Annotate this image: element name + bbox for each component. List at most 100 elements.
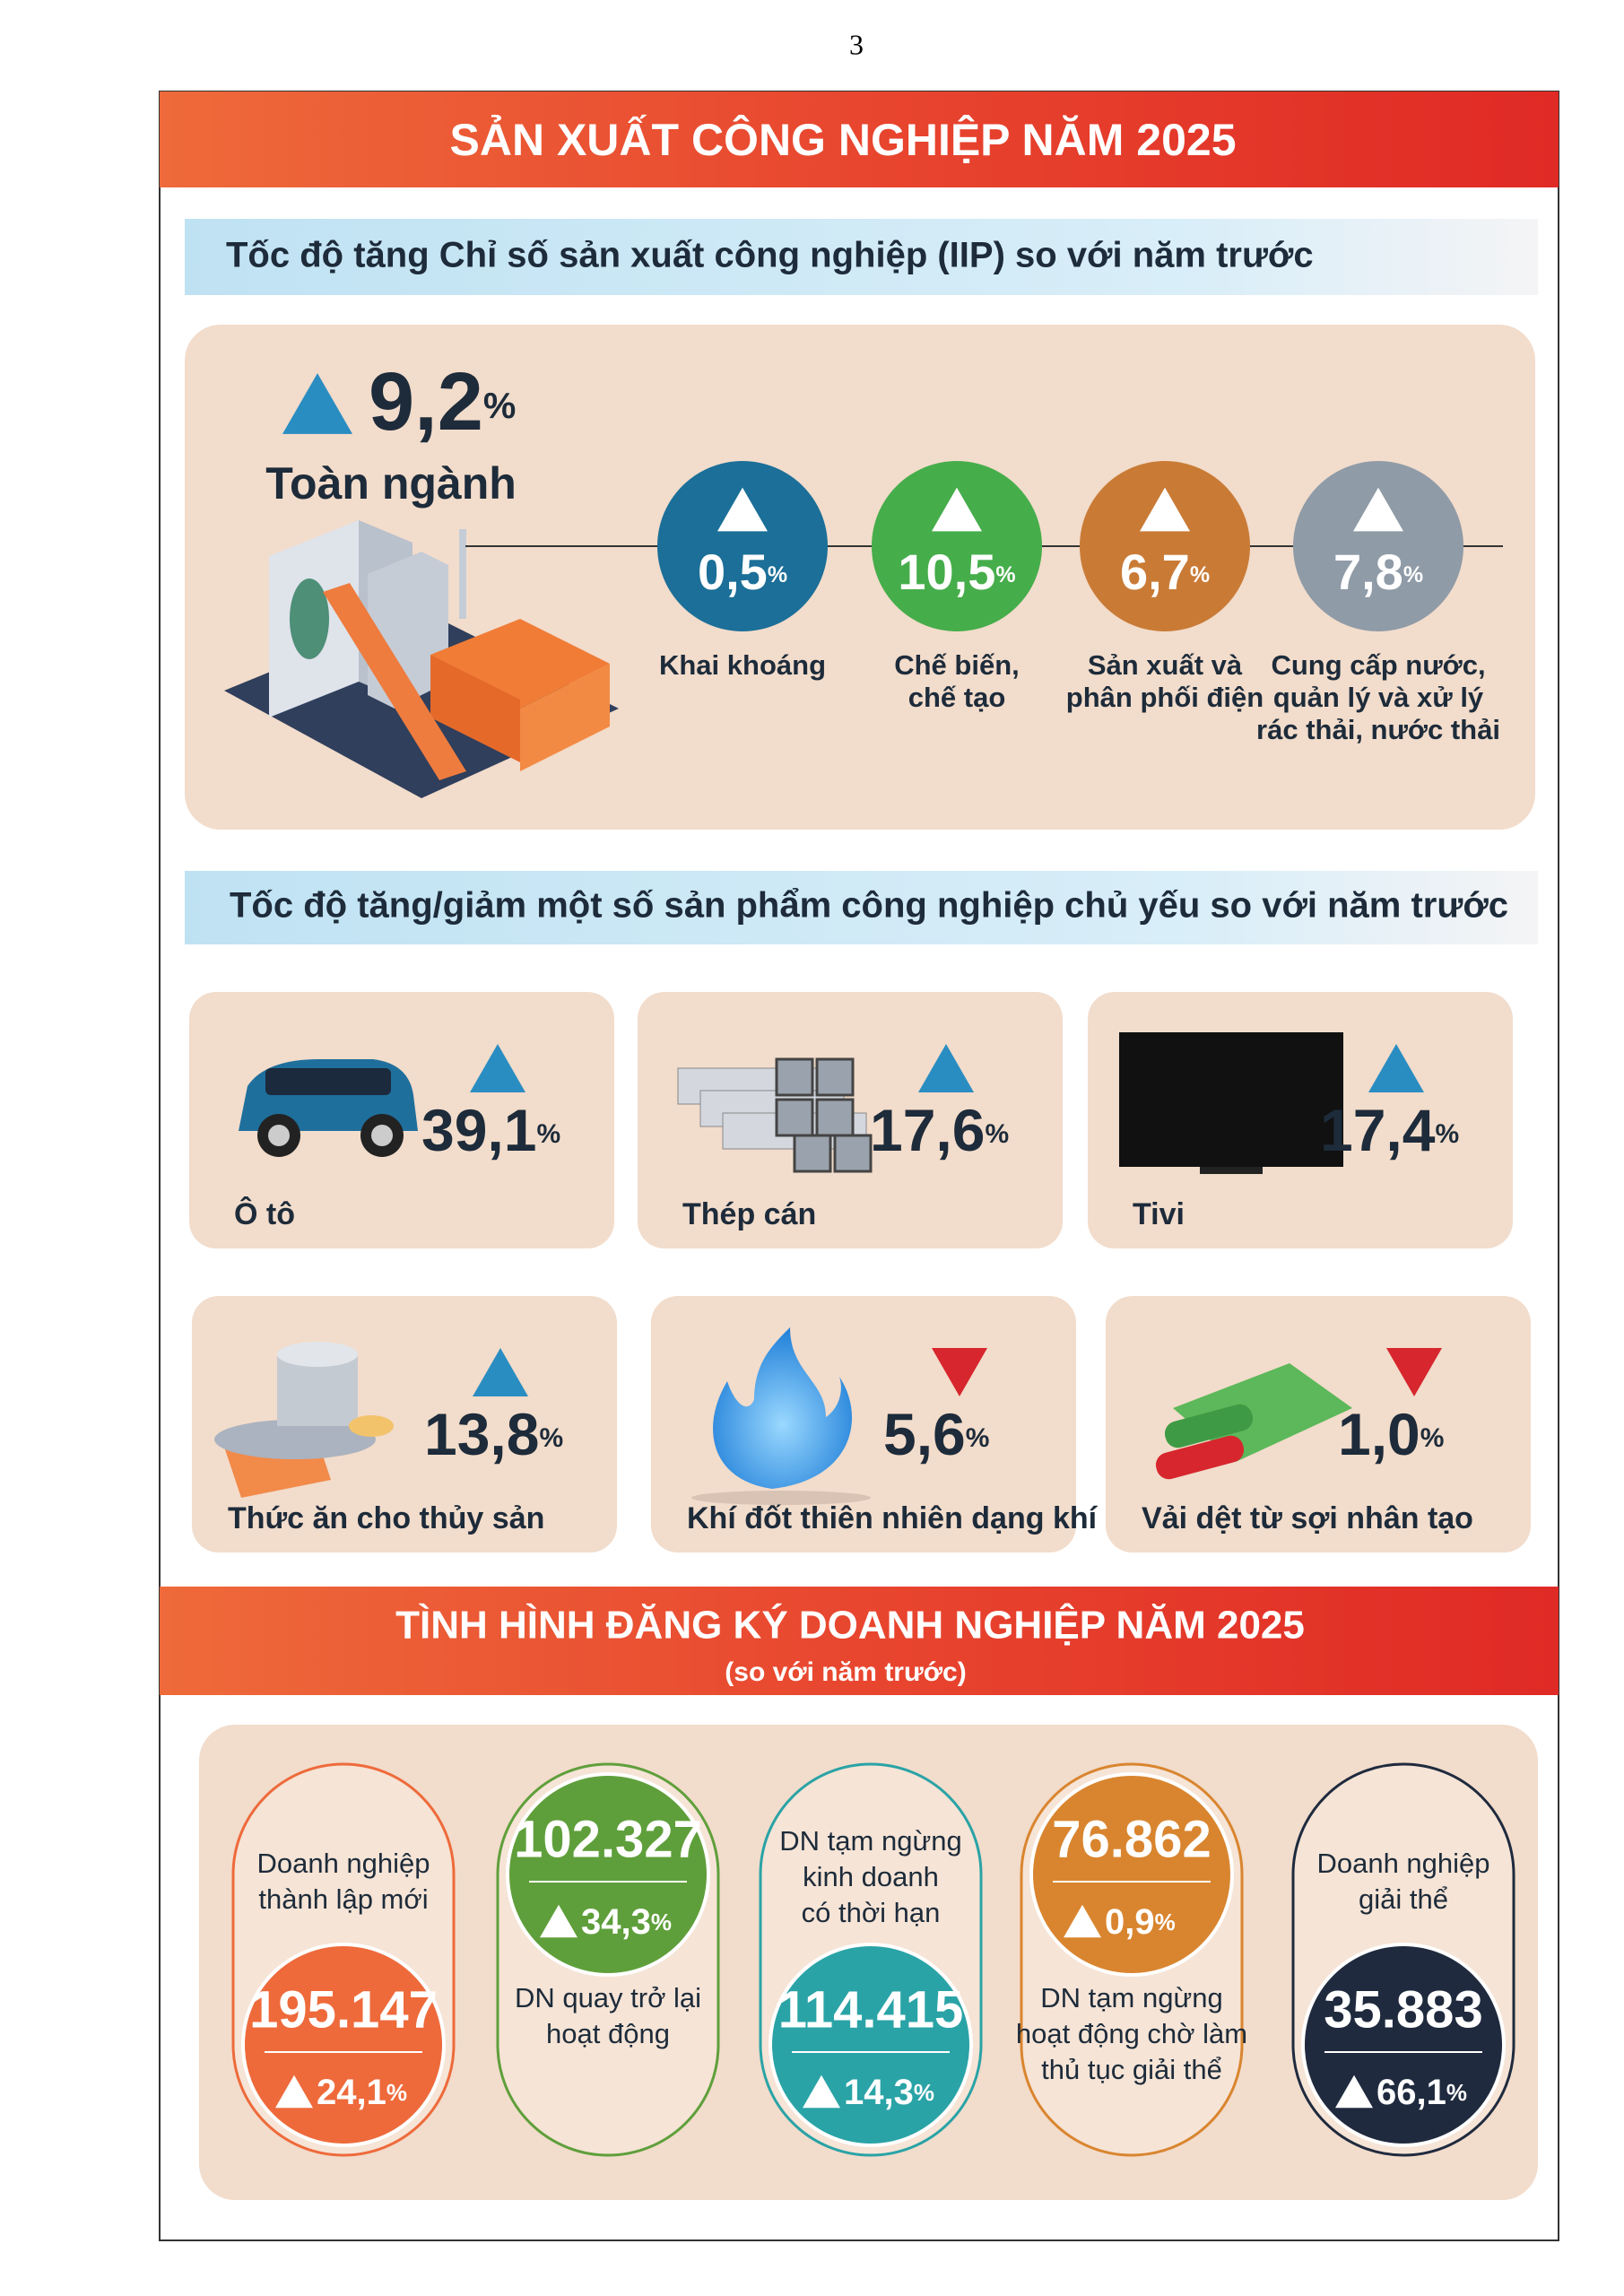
iip-subtitle: Tốc độ tăng Chỉ số sản xuất công nghiệp … [226,236,1314,275]
unit: % [995,562,1015,587]
business-change: 66,1% [1376,2073,1467,2112]
value: 34,3 [581,1902,651,1942]
product-value: 17,6% [870,1097,1009,1163]
sector-label: quản lý và xử lý [1273,682,1484,713]
business-label: hoạt động chờ làm [1016,2018,1247,2049]
value: 6,7 [1120,544,1190,600]
sector-value: 7,8% [1333,544,1423,600]
unit: % [1190,562,1210,587]
business-label: hoạt động [546,2018,670,2049]
subtitle-band [185,871,1538,944]
unit: % [386,2079,407,2106]
business-count: 76.862 [1052,1810,1211,1868]
sector-label: Sản xuất và [1088,649,1243,681]
business-label: kinh doanh [803,1861,939,1892]
product-value: 5,6% [883,1401,989,1467]
value: 0,5 [698,544,768,600]
value: 7,8 [1333,544,1403,600]
business-count: 35.883 [1324,1980,1482,2039]
business-circle [769,1943,973,2147]
product-value: 39,1% [421,1097,560,1163]
sector-label: Khai khoáng [659,649,826,681]
product-icon [691,1327,871,1505]
business-count: 102.327 [514,1810,702,1868]
overall-label: Toàn ngành [265,458,517,509]
product-label: Tivi [1133,1197,1185,1231]
business-count: 195.147 [249,1980,438,2039]
value: 9,2 [369,356,483,448]
business-label: Doanh nghiệp [1316,1848,1489,1879]
value: 17,4 [1320,1097,1436,1163]
unit: % [651,1909,672,1935]
overall-value: 9,2% [369,356,516,448]
business-label: DN quay trở lại [515,1982,701,2013]
icon-shape [1164,1404,1254,1448]
unit: % [966,1423,990,1453]
product-arrow [470,1044,525,1092]
business-change: 0,9% [1105,1902,1176,1942]
value: 13,8 [424,1401,539,1467]
product-arrow [473,1348,528,1396]
unit: % [539,1423,563,1453]
factory-illustration [224,520,619,798]
value: 66,1 [1376,2073,1446,2112]
sector-arrow [1353,487,1403,532]
page-number: 3 [849,28,864,60]
product-label: Vải dệt từ sợi nhân tạo [1142,1501,1473,1535]
icon-shape [349,1415,394,1437]
icon-shape [265,1068,391,1095]
product-label: Thép cán [682,1197,816,1231]
icon-shape [371,1125,393,1146]
unit: % [914,2079,934,2106]
sector-circle [1080,461,1250,631]
business-label: thủ tục giải thể [1041,2054,1222,2085]
sector-label: rác thải, nước thải [1256,714,1500,745]
products-subtitle: Tốc độ tăng/giảm một số sản phẩm công ng… [230,886,1508,926]
product-value: 17,4% [1320,1097,1459,1163]
business-label: DN tạm ngừng [779,1825,961,1857]
business-circle [241,1943,446,2147]
subtitle-band [185,219,1538,295]
business-change: 14,3% [844,2073,934,2112]
product-arrow [1386,1348,1442,1396]
business-change: 24,1% [317,2073,407,2112]
product-label: Ô tô [234,1196,295,1231]
unit: % [483,385,516,426]
product-icon [1155,1363,1352,1480]
sector-value: 6,7% [1120,544,1210,600]
overall-arrow [282,373,352,434]
icon-shape [277,1342,358,1367]
sector-label: Chế biến, [894,649,1020,681]
product-arrow [1368,1044,1424,1092]
value: 0,9 [1105,1902,1155,1942]
business-circle [1301,1943,1506,2147]
icon-shape [775,1098,814,1137]
icon-shape [815,1098,855,1137]
business-circle [506,1772,710,1977]
business-arrow [1064,1904,1101,1938]
business-arrow [1335,2074,1373,2109]
unit: % [985,1119,1009,1149]
unit: % [1155,1909,1176,1935]
unit: % [1420,1423,1445,1453]
icon-shape [691,1491,871,1505]
product-icon [1119,1032,1343,1174]
sector-circle [872,461,1042,631]
business-arrow [275,2074,313,2109]
icon-shape [833,1134,873,1173]
business-label: thành lập mới [258,1883,428,1915]
business-change: 34,3% [581,1902,672,1942]
unit: % [768,562,787,587]
unit: % [1403,562,1423,587]
sector-arrow [1140,487,1190,532]
sector-arrow [717,487,768,532]
product-label: Thức ăn cho thủy sản [228,1501,544,1535]
sector-label: chế tạo [908,682,1006,713]
product-icon [214,1342,394,1498]
icon-shape [1200,1167,1263,1174]
unit: % [1446,2079,1467,2106]
icon-shape [793,1134,832,1173]
value: 1,0 [1338,1401,1420,1467]
header-banner [160,91,1559,187]
unit: % [536,1119,560,1149]
